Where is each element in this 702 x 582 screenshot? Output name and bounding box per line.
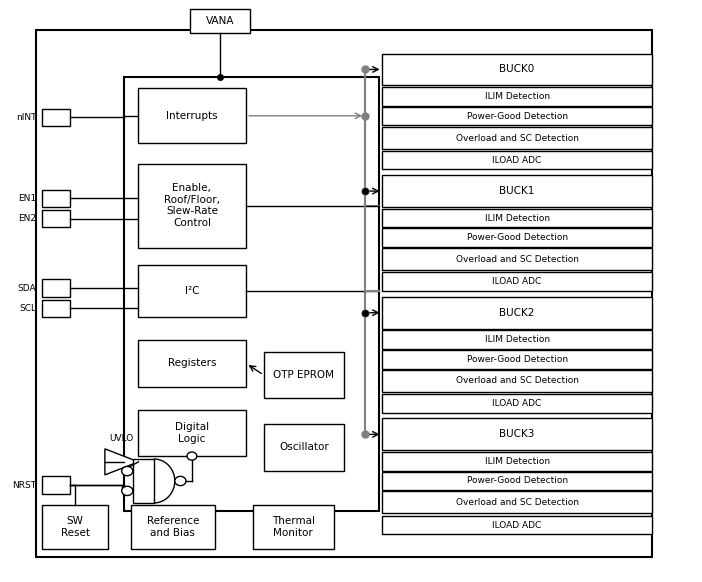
Text: ILIM Detection: ILIM Detection [484, 335, 550, 344]
Bar [37, 30, 651, 558]
Text: Reference
and Bias: Reference and Bias [147, 516, 199, 538]
Text: BUCK1: BUCK1 [499, 186, 535, 196]
Text: Overload and SC Detection: Overload and SC Detection [456, 134, 578, 143]
Circle shape [187, 452, 197, 460]
Bar [383, 151, 651, 169]
Bar [383, 248, 651, 270]
Text: Thermal
Monitor: Thermal Monitor [272, 516, 314, 538]
Text: Interrupts: Interrupts [166, 111, 218, 121]
Bar [42, 300, 70, 317]
Text: ILOAD ADC: ILOAD ADC [492, 520, 542, 530]
Bar [42, 210, 70, 228]
Text: ILOAD ADC: ILOAD ADC [492, 277, 542, 286]
Text: EN2: EN2 [18, 214, 37, 223]
Bar [138, 340, 246, 386]
Text: Overload and SC Detection: Overload and SC Detection [456, 498, 578, 507]
Text: EN1: EN1 [18, 194, 37, 203]
Bar [383, 472, 651, 490]
Bar [138, 410, 246, 456]
Bar [383, 452, 651, 471]
Bar [383, 107, 651, 125]
Bar [42, 505, 108, 549]
Text: I²C: I²C [185, 286, 199, 296]
Bar [253, 505, 333, 549]
Bar [383, 272, 651, 291]
Text: SDA: SDA [18, 283, 37, 293]
Text: BUCK3: BUCK3 [499, 430, 535, 439]
Text: Digital
Logic: Digital Logic [175, 422, 209, 443]
Polygon shape [105, 449, 138, 475]
Bar [383, 394, 651, 413]
Text: Power-Good Detection: Power-Good Detection [467, 477, 568, 485]
Bar [138, 164, 246, 247]
Text: Enable,
Roof/Floor,
Slew-Rate
Control: Enable, Roof/Floor, Slew-Rate Control [164, 183, 220, 228]
Bar [131, 505, 215, 549]
Bar [138, 265, 246, 317]
Bar [383, 350, 651, 368]
Bar [190, 9, 250, 33]
Text: nINT: nINT [16, 113, 37, 122]
Text: NRST: NRST [12, 481, 37, 489]
Text: ILOAD ADC: ILOAD ADC [492, 399, 542, 408]
Bar [42, 476, 70, 494]
Text: BUCK0: BUCK0 [499, 65, 535, 74]
Bar [383, 418, 651, 450]
Bar [383, 516, 651, 534]
Text: Overload and SC Detection: Overload and SC Detection [456, 377, 578, 385]
Text: Power-Good Detection: Power-Good Detection [467, 355, 568, 364]
Bar [383, 331, 651, 349]
Text: ILIM Detection: ILIM Detection [484, 457, 550, 466]
Text: SCL: SCL [20, 304, 37, 313]
Text: Power-Good Detection: Power-Good Detection [467, 233, 568, 242]
Bar [383, 491, 651, 513]
Text: SW
Reset: SW Reset [60, 516, 90, 538]
Text: OTP EPROM: OTP EPROM [273, 370, 334, 380]
Text: BUCK2: BUCK2 [499, 308, 535, 318]
Bar [133, 459, 154, 503]
Text: ILOAD ADC: ILOAD ADC [492, 155, 542, 165]
Bar [383, 54, 651, 86]
Bar [42, 190, 70, 207]
Bar [383, 87, 651, 106]
Text: Overload and SC Detection: Overload and SC Detection [456, 255, 578, 264]
Circle shape [121, 466, 133, 475]
Text: Oscillator: Oscillator [279, 442, 329, 452]
Circle shape [175, 476, 186, 485]
Bar [263, 424, 344, 471]
Bar [383, 175, 651, 207]
Bar [42, 279, 70, 297]
Bar [383, 209, 651, 228]
Bar [263, 352, 344, 398]
Text: UVLO: UVLO [110, 434, 134, 443]
Bar [42, 109, 70, 126]
Bar [383, 370, 651, 392]
Text: Registers: Registers [168, 359, 216, 368]
Bar [383, 127, 651, 149]
Text: Power-Good Detection: Power-Good Detection [467, 112, 568, 120]
Circle shape [121, 486, 133, 495]
Text: ILIM Detection: ILIM Detection [484, 214, 550, 222]
Bar [138, 88, 246, 143]
Text: ILIM Detection: ILIM Detection [484, 92, 550, 101]
Bar [383, 297, 651, 329]
Bar [383, 229, 651, 247]
Bar [124, 77, 379, 511]
Text: VANA: VANA [206, 16, 234, 26]
